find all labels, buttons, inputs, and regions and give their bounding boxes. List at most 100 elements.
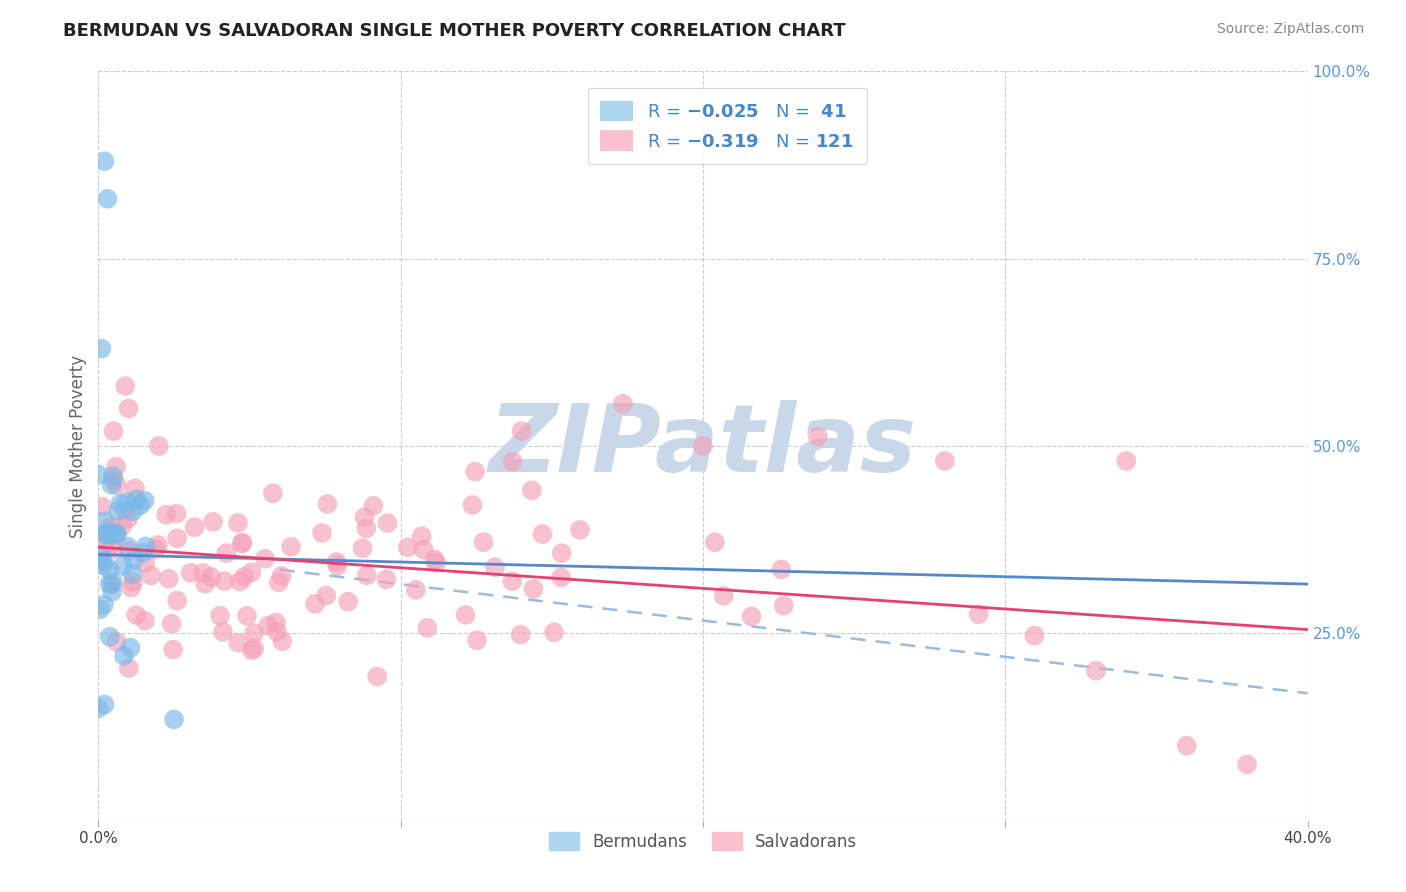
Point bbox=[105, 526, 128, 541]
Point bbox=[243, 641, 266, 656]
Point bbox=[254, 551, 277, 566]
Point bbox=[967, 607, 990, 622]
Point bbox=[160, 616, 183, 631]
Point bbox=[124, 482, 146, 496]
Point bbox=[121, 567, 143, 582]
Point bbox=[271, 634, 294, 648]
Point bbox=[94, 528, 117, 542]
Point bbox=[212, 624, 235, 639]
Point bbox=[122, 575, 145, 590]
Point bbox=[501, 574, 523, 589]
Point bbox=[129, 499, 152, 513]
Legend: Bermudans, Salvadorans: Bermudans, Salvadorans bbox=[541, 825, 865, 857]
Point bbox=[115, 495, 138, 509]
Point bbox=[162, 642, 184, 657]
Point bbox=[112, 648, 135, 663]
Point bbox=[200, 570, 222, 584]
Point bbox=[569, 523, 592, 537]
Text: ZIPatlas: ZIPatlas bbox=[489, 400, 917, 492]
Point bbox=[90, 342, 112, 356]
Point bbox=[311, 525, 333, 540]
Point bbox=[266, 624, 288, 639]
Point bbox=[122, 553, 145, 567]
Point bbox=[93, 698, 115, 712]
Point bbox=[464, 465, 486, 479]
Point bbox=[772, 599, 794, 613]
Point bbox=[155, 508, 177, 522]
Point bbox=[522, 582, 544, 596]
Point bbox=[105, 478, 128, 492]
Point bbox=[214, 574, 236, 589]
Point bbox=[1085, 664, 1108, 678]
Point bbox=[692, 439, 714, 453]
Point bbox=[353, 510, 375, 524]
Point bbox=[231, 535, 253, 549]
Text: BERMUDAN VS SALVADORAN SINGLE MOTHER POVERTY CORRELATION CHART: BERMUDAN VS SALVADORAN SINGLE MOTHER POV… bbox=[63, 22, 846, 40]
Point bbox=[120, 640, 142, 655]
Point bbox=[352, 541, 374, 556]
Point bbox=[117, 543, 139, 558]
Point bbox=[94, 526, 117, 541]
Point bbox=[148, 439, 170, 453]
Point bbox=[356, 521, 378, 535]
Point bbox=[134, 556, 156, 570]
Point bbox=[96, 192, 118, 206]
Point bbox=[114, 379, 136, 393]
Point bbox=[89, 602, 111, 616]
Point bbox=[337, 595, 360, 609]
Point bbox=[132, 546, 155, 560]
Point bbox=[520, 483, 543, 498]
Point bbox=[741, 609, 763, 624]
Point bbox=[111, 519, 134, 533]
Point bbox=[1115, 454, 1137, 468]
Point bbox=[100, 578, 122, 592]
Point bbox=[90, 500, 112, 514]
Point bbox=[90, 548, 112, 562]
Text: Source: ZipAtlas.com: Source: ZipAtlas.com bbox=[1216, 22, 1364, 37]
Point bbox=[209, 608, 232, 623]
Point bbox=[215, 546, 238, 560]
Point bbox=[100, 519, 122, 533]
Point bbox=[226, 516, 249, 530]
Point bbox=[135, 540, 157, 554]
Point bbox=[270, 569, 292, 583]
Point bbox=[262, 486, 284, 500]
Point bbox=[105, 635, 128, 649]
Point bbox=[202, 515, 225, 529]
Point bbox=[550, 570, 572, 584]
Point bbox=[315, 589, 337, 603]
Point bbox=[280, 540, 302, 554]
Point bbox=[243, 626, 266, 640]
Point bbox=[107, 504, 129, 518]
Point bbox=[356, 568, 378, 582]
Point bbox=[101, 469, 124, 483]
Point bbox=[267, 575, 290, 590]
Point bbox=[396, 541, 419, 555]
Point bbox=[105, 526, 128, 541]
Point bbox=[472, 535, 495, 549]
Point bbox=[461, 498, 484, 512]
Point bbox=[326, 558, 349, 573]
Point bbox=[1175, 739, 1198, 753]
Point bbox=[120, 581, 142, 595]
Point bbox=[934, 454, 956, 468]
Point bbox=[194, 576, 217, 591]
Point bbox=[125, 492, 148, 507]
Point bbox=[166, 531, 188, 545]
Point bbox=[98, 630, 121, 644]
Point bbox=[91, 555, 114, 569]
Point bbox=[166, 507, 188, 521]
Point bbox=[180, 566, 202, 580]
Point bbox=[101, 542, 124, 557]
Point bbox=[87, 467, 110, 482]
Point bbox=[117, 540, 139, 554]
Point bbox=[101, 524, 124, 538]
Point bbox=[325, 555, 347, 569]
Point bbox=[713, 589, 735, 603]
Point bbox=[226, 636, 249, 650]
Point bbox=[454, 607, 477, 622]
Point bbox=[509, 627, 531, 641]
Y-axis label: Single Mother Poverty: Single Mother Poverty bbox=[69, 354, 87, 538]
Point bbox=[375, 572, 398, 586]
Point bbox=[87, 701, 110, 715]
